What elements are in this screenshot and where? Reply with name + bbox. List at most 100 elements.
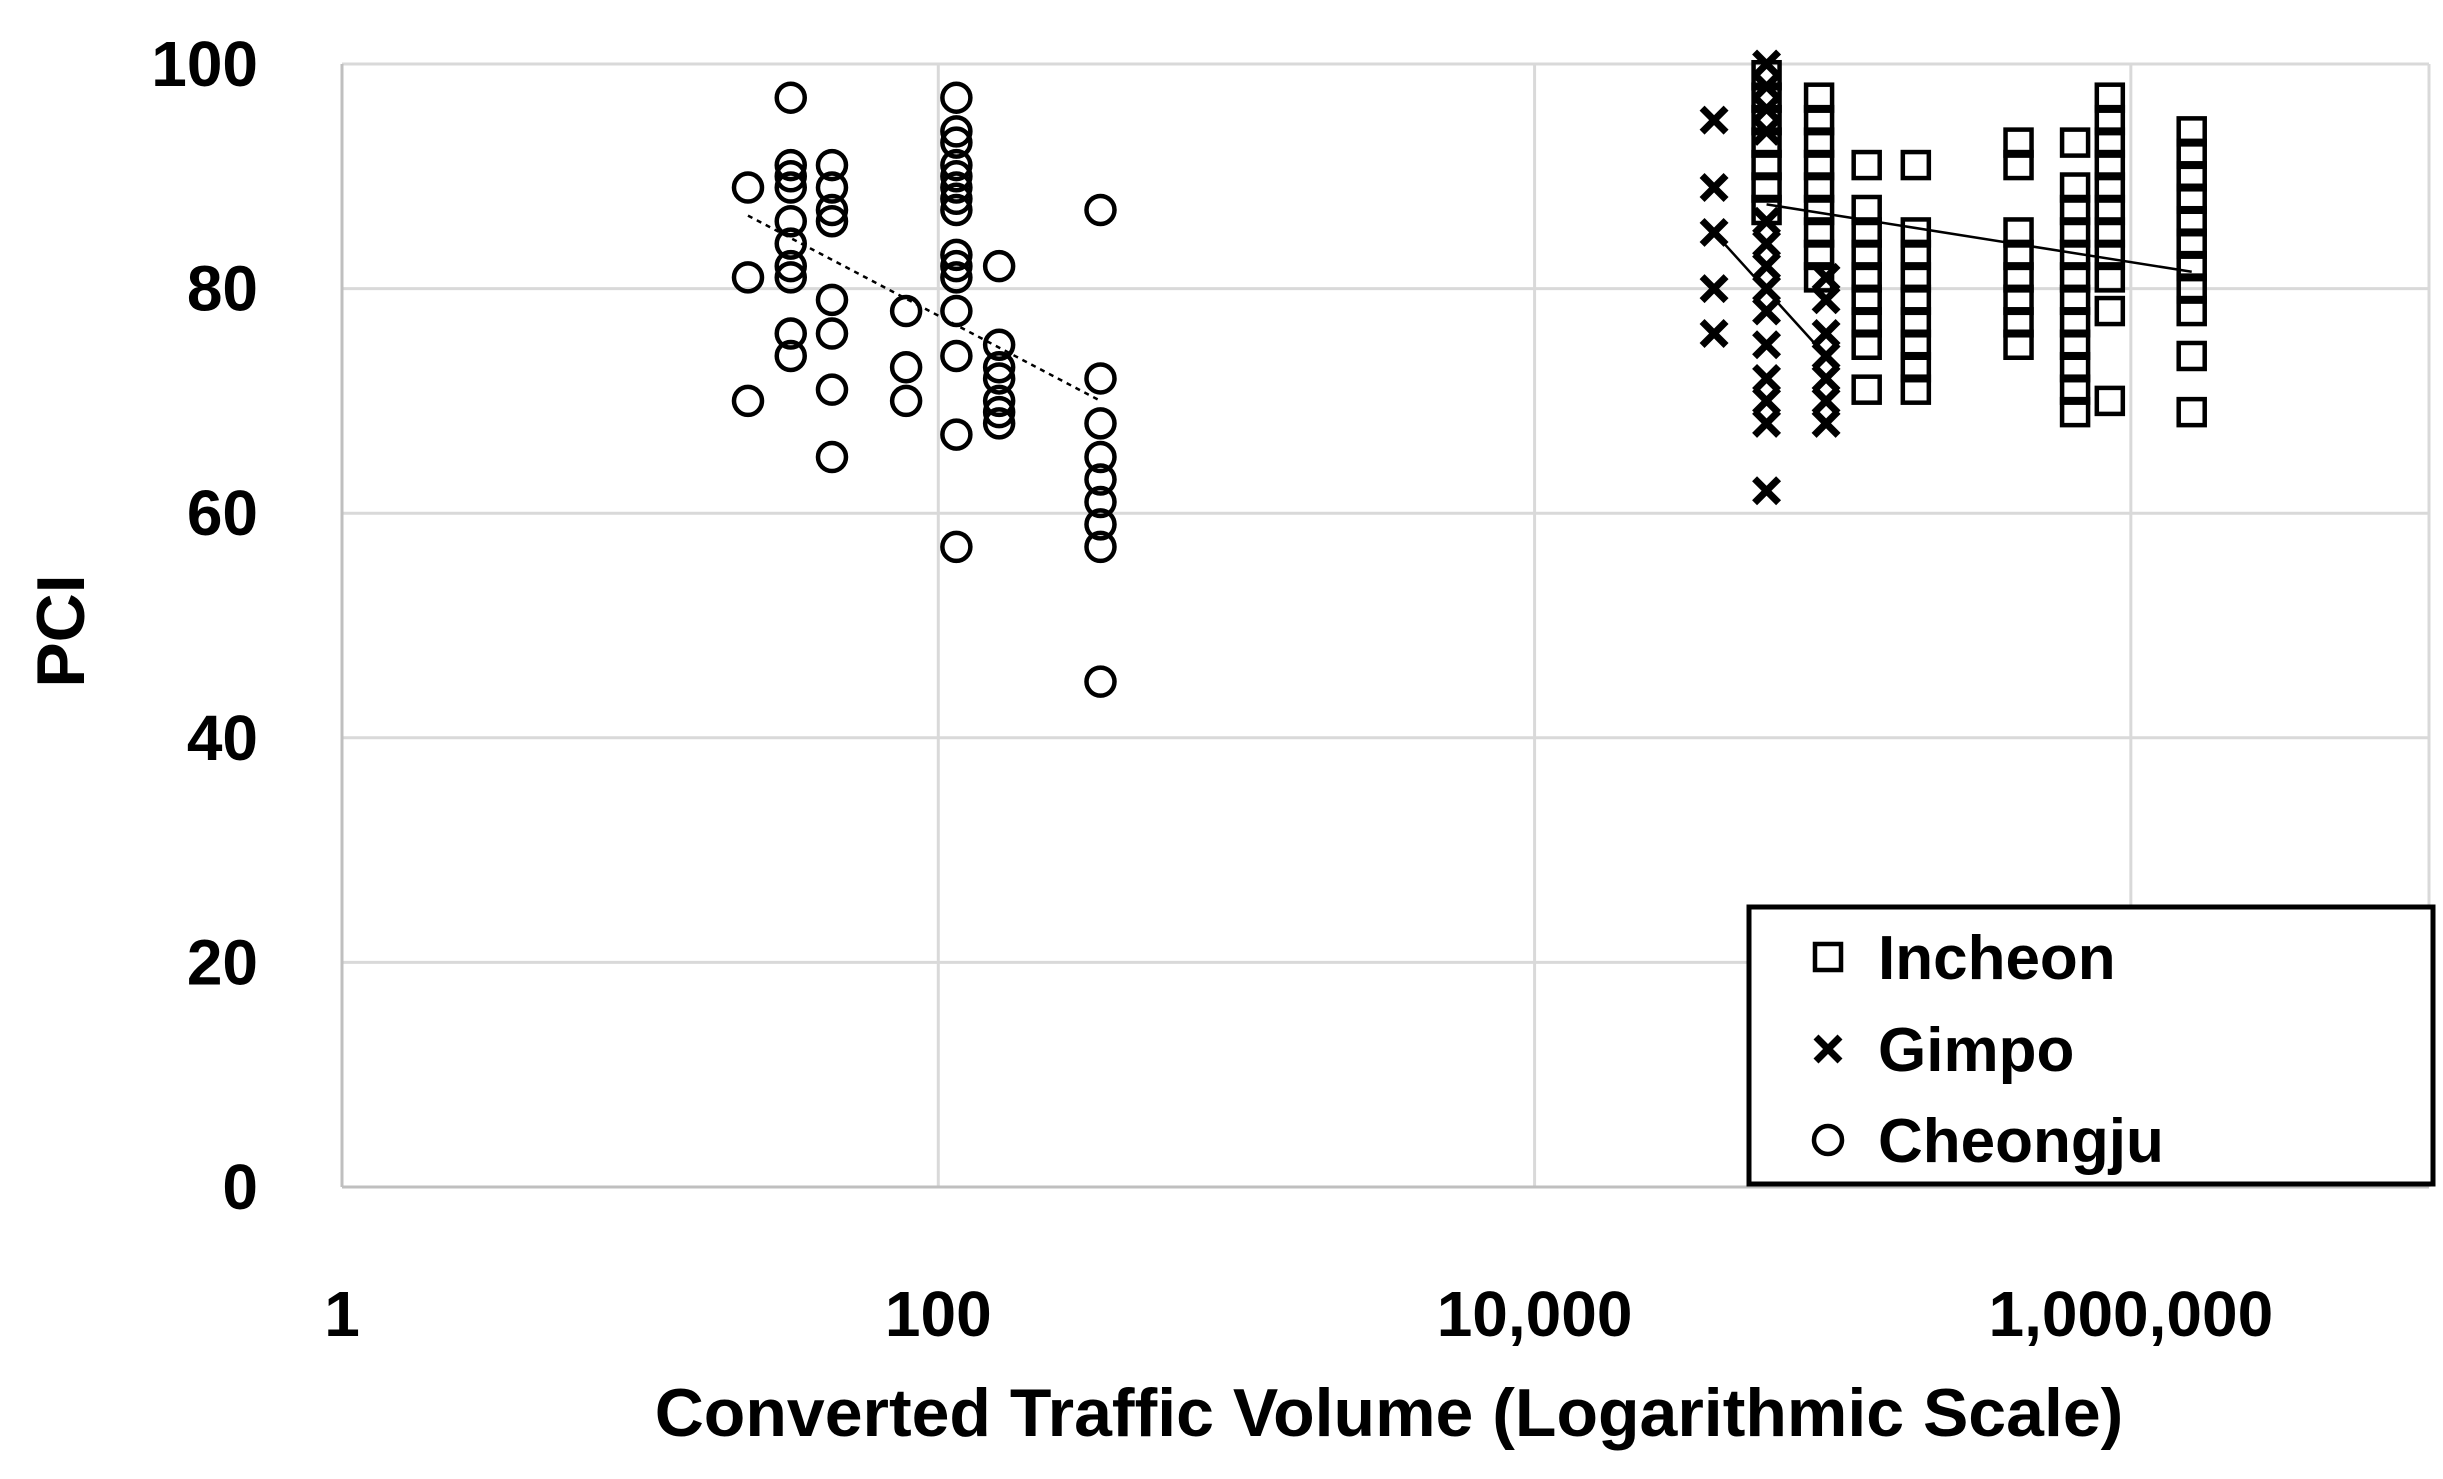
cheongju-point [774,160,807,193]
axes [340,64,2429,1189]
gimpo-point [1752,71,1782,101]
gimpo-point [1752,94,1782,124]
cheongju-point [1084,193,1117,227]
x-marker-stroke [1752,274,1782,304]
gimpo-point [1811,319,1841,348]
incheon-point [2059,239,2091,271]
cheongju-point [982,384,1016,418]
y-tick-label: 40 [187,702,258,774]
x-marker-stroke [1813,1034,1843,1064]
cheongju-point [982,249,1016,283]
incheon-point [1803,217,1835,248]
incheon-point [1803,104,1835,136]
cheongju-point [982,328,1016,361]
x-tick-label: 1,000,000 [1988,1278,2273,1350]
cheongju-point [940,182,973,216]
cheongju-point [940,418,973,451]
gimpo-point [1752,116,1782,146]
cheongju-point [1084,440,1117,474]
gimpo-point [1811,363,1841,393]
y-axis-title: PCI [23,574,99,687]
cheongju-point [774,171,807,204]
cheongju-trendline [747,214,1102,403]
incheon-point [2059,172,2091,203]
cheongju-point [815,283,849,317]
gimpo-point [1699,217,1729,247]
cheongju-point [774,249,807,283]
x-marker-stroke [1752,94,1782,124]
cheongju-point [774,148,807,182]
x-marker-stroke [1752,206,1782,236]
x-marker-stroke [1811,386,1841,416]
incheon-point [2176,116,2207,147]
cheongju-point [1084,407,1117,440]
x-marker-stroke [1752,408,1782,438]
gridlines [342,62,2431,1187]
cheongju-point [889,350,923,384]
incheon-point [2059,262,2091,293]
legend: Incheon Gimpo Cheongju [1746,904,2436,1187]
cheongju-point [940,294,973,328]
x-marker-stroke [1811,262,1841,292]
gimpo-point [1752,251,1782,281]
cheongju-point [774,81,807,114]
incheon-point [2059,351,2091,383]
cheongju-point [815,171,849,204]
incheon-point [2094,295,2126,327]
incheon-point [1851,329,1882,360]
x-marker-stroke [1752,229,1782,259]
cheongju-point [982,350,1016,384]
cheongju-point [731,171,765,204]
x-tick-label: 1 [324,1278,360,1350]
data-points [731,49,2207,698]
x-marker-stroke [1752,251,1782,281]
incheon-point [1851,374,1882,405]
x-marker-stroke [1699,319,1729,348]
cheongju-point [940,160,973,193]
gimpo-point [1811,262,1841,292]
trendlines [747,203,2192,403]
x-marker-stroke [1699,217,1729,247]
x-marker-stroke [1811,363,1841,393]
legend-incheon-label: Incheon [1878,924,2116,993]
incheon-point [1851,149,1882,181]
cheongju-point [815,317,849,350]
incheon-point [1803,82,1835,113]
cheongju-point [940,81,973,114]
incheon-point [1851,262,1882,293]
incheon-point [2003,262,2034,293]
x-marker-stroke [1752,116,1782,146]
incheon-point [1900,284,1932,316]
incheon-point [2176,295,2207,327]
tick-labels: 0 20 40 60 80 100 1 100 10,000 1,000,000 [151,28,2273,1350]
x-marker-stroke [1752,330,1782,360]
gimpo-point [1752,49,1782,79]
incheon-point [2003,149,2034,181]
incheon-point [2176,340,2207,372]
incheon-point [1900,307,1932,338]
cheongju-point [815,440,849,474]
cheongju-point [940,148,973,182]
x-axis-title: Converted Traffic Volume (Logarithmic Sc… [655,1375,2124,1451]
gimpo-point [1752,386,1782,416]
x-marker-stroke [1752,296,1782,326]
incheon-point [1900,239,1932,271]
incheon-point [1851,239,1882,271]
cheongju-point [1084,485,1117,519]
gimpo-point [1699,274,1729,304]
incheon-point [1851,307,1882,338]
incheon-point [2003,239,2034,271]
cheongju-point [731,261,765,294]
cheongju-point [940,126,973,159]
incheon-point [2094,172,2126,203]
incheon-point [1900,217,1932,248]
x-tick-label: 100 [885,1278,992,1350]
incheon-point [2094,149,2126,181]
gimpo-point [1811,285,1841,315]
incheon-point [2094,82,2126,113]
incheon-point [1900,351,1932,383]
incheon-point [2059,217,2091,248]
gimpo-point [1752,274,1782,304]
incheon-point [2059,194,2091,226]
x-marker-stroke [1752,476,1782,506]
